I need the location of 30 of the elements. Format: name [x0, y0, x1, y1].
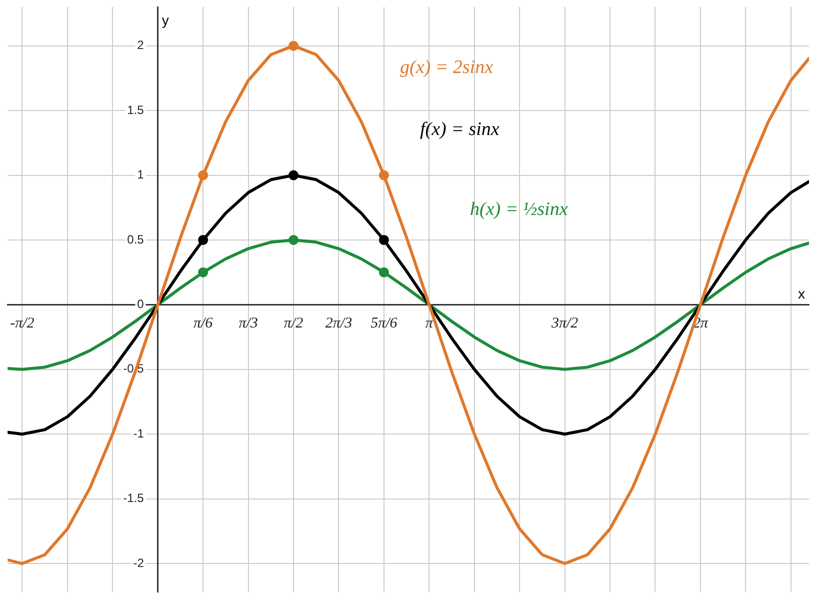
- x-tick-label: -π/2: [10, 316, 35, 332]
- text: h(x) = ½sinx: [470, 199, 568, 220]
- text: f(x) = sinx: [420, 119, 500, 140]
- y-tick-label: 0.5: [127, 232, 144, 246]
- point: [288, 40, 299, 51]
- point: [198, 267, 208, 278]
- y-tick-label: 1.5: [127, 102, 144, 117]
- y-tick-label: -1: [133, 426, 144, 440]
- point: [198, 170, 208, 180]
- point: [378, 170, 389, 180]
- point: [198, 234, 208, 245]
- x-tick-label: π/2: [284, 316, 304, 332]
- y-tick-label: -2: [133, 556, 144, 570]
- y-tick-label: 2: [137, 38, 144, 52]
- y-tick-label: 0: [137, 296, 144, 311]
- point: [378, 234, 389, 245]
- y-tick-label: -1.5: [123, 491, 144, 506]
- x-axis-title: x: [798, 286, 805, 302]
- x-tick-label: π: [425, 316, 434, 332]
- point: [378, 267, 389, 278]
- x-tick-label: 3π/2: [550, 316, 579, 332]
- point: [288, 170, 299, 180]
- x-tick-label: π/3: [238, 316, 258, 332]
- x-tick-label: π/6: [193, 316, 214, 332]
- text: g(x) = 2sinx: [400, 57, 494, 78]
- y-axis-title: y: [162, 12, 169, 28]
- x-tick-label: 5π/6: [370, 316, 398, 332]
- point: [288, 234, 299, 245]
- y-tick-label: 1: [137, 168, 144, 182]
- x-tick-label: 2π/3: [325, 316, 352, 332]
